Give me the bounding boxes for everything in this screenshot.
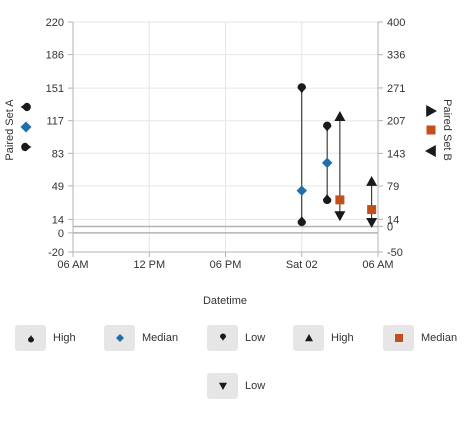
series-b-median-point-1 — [367, 205, 377, 215]
diamond-icon — [115, 334, 124, 342]
series-a-low-point-1 — [322, 193, 332, 205]
left-tick-label-117: 117 — [46, 116, 64, 128]
legend-swatch — [383, 325, 414, 351]
legend-marker — [394, 334, 403, 342]
series-a-median-point-0 — [296, 185, 307, 196]
axis-legend-icons — [20, 102, 437, 157]
right-tick-label-50: -50 — [387, 247, 403, 259]
chart-marks — [296, 83, 378, 228]
legend-swatch — [293, 325, 324, 351]
square-icon — [394, 334, 403, 342]
legend-label: Median — [142, 332, 179, 344]
drop-down-icon — [219, 333, 226, 342]
legend-label: Median — [421, 332, 458, 344]
series-a-median-point-1 — [321, 157, 333, 169]
x-axis-title: Datetime — [203, 295, 247, 307]
left-axis-high-icon — [20, 102, 31, 112]
series-a-low-point-0 — [297, 215, 306, 227]
legend-label: High — [53, 332, 76, 344]
x-tick-label-06-am: 06 AM — [57, 259, 88, 271]
series-b-low-point-1 — [366, 217, 378, 228]
left-tick-label-49: 49 — [52, 181, 64, 193]
right-tick-label-271: 271 — [387, 83, 405, 95]
right-tick-label-0: 0 — [387, 221, 393, 233]
legend-item-set-a-low[interactable]: Low — [207, 325, 265, 351]
legend-label: Low — [245, 380, 266, 392]
right-axis-ticks: 400 336 271 207 143 79 140 -50 — [378, 17, 405, 259]
series-a-high-point-0 — [297, 83, 306, 94]
left-tick-label-220: 220 — [46, 17, 64, 29]
left-tick-label-20: -20 — [48, 247, 64, 259]
series-b-high-point-1 — [366, 175, 378, 186]
right-axis-low-icon — [425, 145, 436, 157]
left-tick-label-0: 0 — [58, 228, 64, 240]
legend-swatch — [15, 325, 46, 351]
series-b-low-point-0 — [334, 211, 346, 222]
left-axis-median-icon — [20, 121, 32, 133]
legend-label: High — [331, 332, 354, 344]
right-tick-label-14: 14 — [387, 214, 399, 226]
legend-marker — [219, 333, 226, 342]
legend-marker — [115, 334, 124, 342]
legend-item-set-b-high[interactable]: High — [293, 325, 354, 351]
right-tick-label-79: 79 — [387, 181, 399, 193]
grid-lines — [72, 21, 379, 253]
x-tick-label-sat-02: Sat 02 — [286, 259, 318, 271]
right-axis-median-icon — [426, 125, 436, 135]
legend-swatch — [207, 373, 238, 399]
y-axis-right-title: Paired Set B — [441, 99, 453, 161]
legend-label: Low — [245, 332, 266, 344]
legend-item-set-b-median[interactable]: Median — [383, 325, 457, 351]
left-tick-label-14: 14 — [52, 214, 64, 226]
y-axis-left-title: Paired Set A — [4, 99, 16, 161]
legend-item-set-a-median[interactable]: Median — [104, 325, 178, 351]
x-tick-label-12-pm: 12 PM — [133, 259, 165, 271]
left-tick-label-151: 151 — [46, 83, 64, 95]
tri-down-icon — [218, 382, 227, 390]
right-tick-label-336: 336 — [387, 50, 405, 62]
right-tick-label-207: 207 — [387, 116, 405, 128]
legend-marker — [218, 382, 227, 390]
x-tick-label-06-pm: 06 PM — [210, 259, 242, 271]
right-axis-high-icon — [426, 105, 437, 117]
legend-swatch — [207, 325, 238, 351]
series-b-median-point-0 — [335, 195, 345, 205]
series-a-high-point-1 — [322, 121, 332, 133]
legend-item-set-a-high[interactable]: High — [15, 325, 76, 351]
legend-swatch — [104, 325, 135, 351]
right-tick-label-143: 143 — [387, 148, 405, 160]
legend-marker — [304, 334, 313, 342]
legend-item-set-b-low[interactable]: Low — [207, 373, 265, 399]
x-tick-label-06-am: 06 AM — [362, 259, 393, 271]
drop-up-icon — [27, 334, 34, 343]
left-tick-label-186: 186 — [46, 50, 64, 62]
left-tick-label-83: 83 — [52, 148, 64, 160]
x-axis-ticks: 06 AM 12 PM 06 PM Sat 02 06 AM — [57, 252, 394, 271]
left-axis-ticks: 220 186 151 117 83 49 14 0 -20 — [46, 17, 73, 259]
axis-lines — [72, 22, 379, 253]
series-b-high-point-0 — [334, 111, 346, 121]
left-axis-low-icon — [21, 142, 32, 152]
legend-marker — [27, 334, 34, 343]
tri-up-icon — [304, 334, 313, 342]
right-tick-label-400: 400 — [387, 17, 405, 29]
